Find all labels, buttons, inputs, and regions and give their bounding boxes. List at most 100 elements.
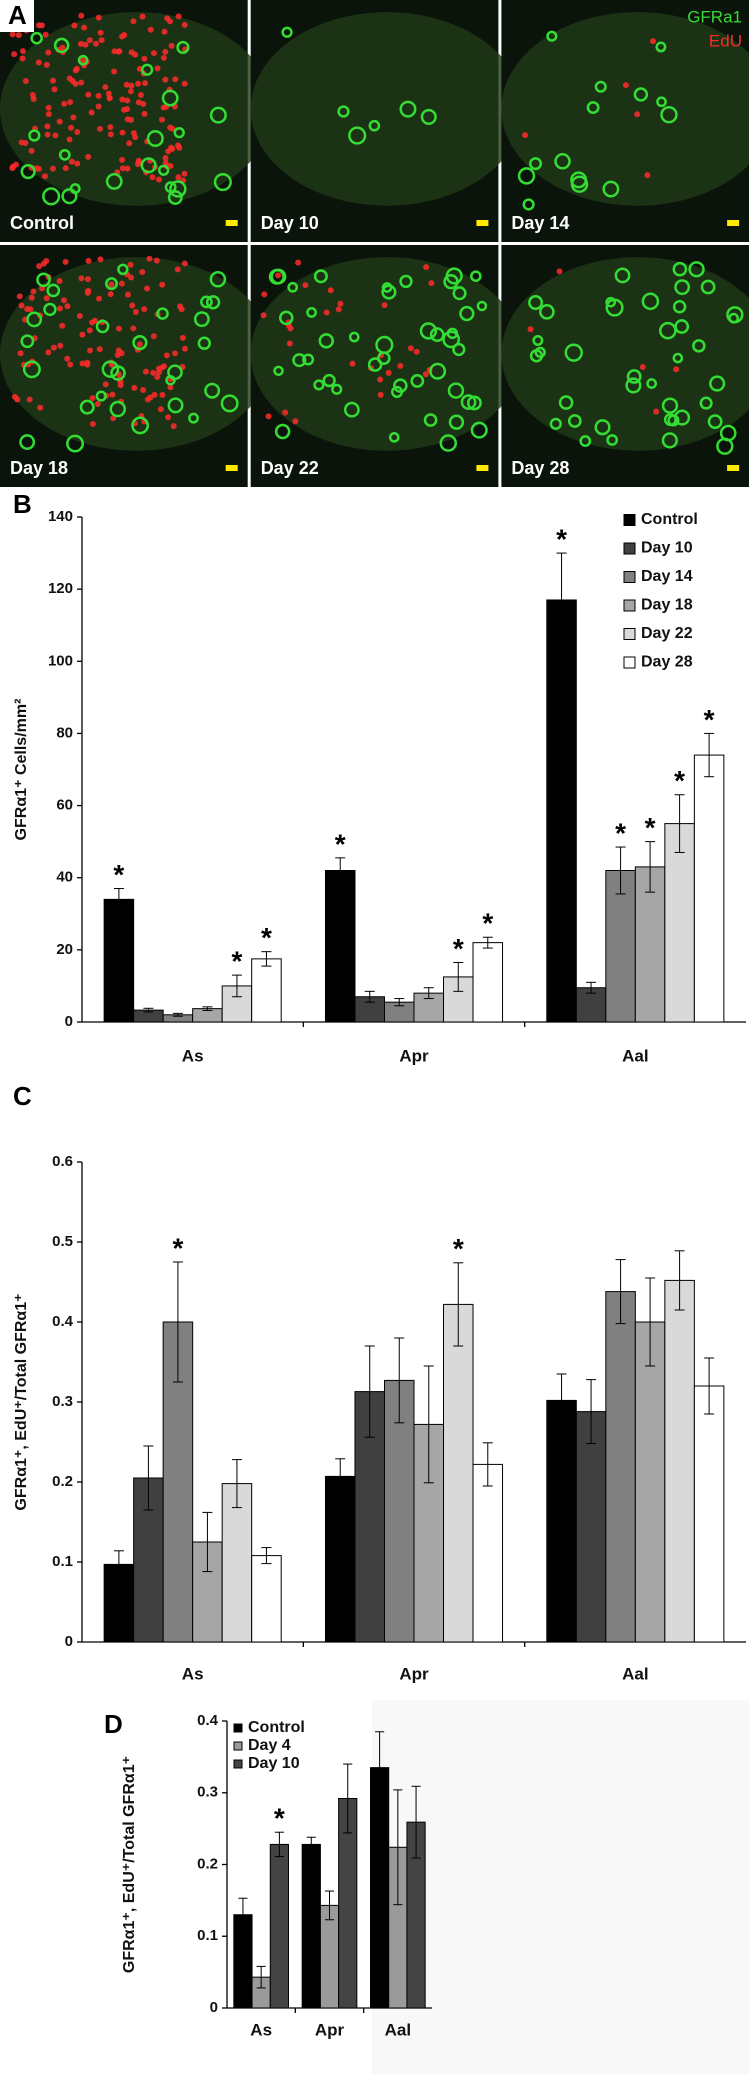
x-tick-label: As xyxy=(182,1664,204,1683)
tile-label: Day 22 xyxy=(261,458,319,478)
edu-cell xyxy=(381,302,388,309)
gfra1-cell xyxy=(318,333,334,349)
edu-cell xyxy=(95,14,102,21)
legend-swatch xyxy=(623,514,636,526)
edu-cell xyxy=(153,257,160,264)
legend-label: Control xyxy=(248,1719,305,1736)
edu-cell xyxy=(109,391,116,398)
y-tick-label: 40 xyxy=(56,869,73,886)
gfra1-cell xyxy=(20,163,36,180)
edu-cell xyxy=(265,413,272,420)
edu-cell xyxy=(71,22,78,29)
gfra1-cell xyxy=(606,434,619,446)
significance-marker: * xyxy=(645,812,656,843)
gfra1-cell xyxy=(443,274,459,290)
gfra1-cell xyxy=(692,339,706,353)
edu-cell xyxy=(43,295,50,302)
gfra1-cell xyxy=(270,268,287,285)
y-tick-label: 140 xyxy=(48,508,73,525)
edu-cell xyxy=(85,153,92,160)
edu-cell xyxy=(123,81,130,88)
gfra1-cell xyxy=(470,421,488,439)
gfra1-cell xyxy=(281,26,293,38)
edu-cell xyxy=(397,362,404,369)
gfra1-cell xyxy=(460,394,477,410)
gfra1-cell xyxy=(594,80,607,93)
edu-cell xyxy=(155,176,162,183)
edu-cell xyxy=(82,41,89,48)
edu-cell xyxy=(165,414,172,421)
edu-cell xyxy=(61,100,68,107)
legend-swatch xyxy=(233,1741,243,1751)
gfra1-cell xyxy=(53,37,70,54)
edu-cell xyxy=(78,79,85,86)
gfra1-cell xyxy=(167,397,184,414)
gfra1-cell xyxy=(579,435,592,447)
edu-cell xyxy=(45,349,52,356)
scale-bar xyxy=(727,465,740,471)
legend-label: Day 4 xyxy=(248,1737,291,1754)
panel-label: A xyxy=(8,0,27,30)
edu-cell xyxy=(56,118,63,125)
y-axis-label: GFRα1⁺, EdU⁺/Total GFRα1⁺ xyxy=(121,1756,138,1973)
tissue-glow xyxy=(501,257,749,451)
gfra1-cell xyxy=(109,400,127,418)
gfra1-cell xyxy=(381,284,397,300)
edu-cell xyxy=(64,355,71,362)
gfra1-cell xyxy=(528,295,544,311)
gfra1-cell xyxy=(61,188,78,205)
gfra1-cell xyxy=(169,180,187,198)
gfra1-cell xyxy=(393,378,408,393)
x-tick-label: Apr xyxy=(399,1046,429,1065)
gfra1-cell xyxy=(452,286,467,301)
gfra1-cell xyxy=(274,423,291,440)
gfra1-cell xyxy=(626,369,642,384)
edu-cell xyxy=(160,104,167,111)
gfra1-cell xyxy=(58,148,71,161)
edu-cell xyxy=(45,49,52,56)
gfra1-cell xyxy=(30,31,43,45)
edu-cell xyxy=(26,396,33,403)
gfra1-cell xyxy=(302,353,315,366)
edu-cell xyxy=(295,259,302,266)
gfra1-cell xyxy=(157,164,170,176)
edu-cell xyxy=(97,256,104,263)
edu-cell xyxy=(175,142,182,149)
edu-cell xyxy=(147,26,154,33)
significance-marker: * xyxy=(172,1232,183,1263)
bar xyxy=(354,1391,385,1643)
edu-cell xyxy=(139,268,146,275)
x-tick-label: Apr xyxy=(399,1664,429,1683)
x-tick-label: Aal xyxy=(622,1046,648,1065)
edu-cell xyxy=(84,289,91,296)
micrograph-tile: Control xyxy=(0,0,273,242)
gfra1-cell xyxy=(447,382,465,399)
bar xyxy=(546,1399,577,1643)
gfra1-cell xyxy=(197,336,211,350)
significance-marker: * xyxy=(113,859,124,890)
edu-cell xyxy=(108,281,115,288)
bar xyxy=(251,958,282,1023)
gfra1-cell xyxy=(205,295,221,310)
tile-label: Day 14 xyxy=(511,213,569,233)
edu-cell xyxy=(130,325,137,332)
edu-cell xyxy=(51,86,58,93)
gfra1-cell xyxy=(292,353,307,368)
gfra1-cell xyxy=(36,272,51,288)
edu-cell xyxy=(162,76,169,83)
gfra1-cell xyxy=(132,334,148,351)
edu-cell xyxy=(170,423,177,430)
edu-cell xyxy=(172,350,179,357)
gfra1-cell xyxy=(674,319,690,334)
edu-cell xyxy=(178,306,185,313)
significance-marker: * xyxy=(231,945,242,976)
gfra1-cell xyxy=(532,335,544,347)
micrograph-tile: Day 22 xyxy=(250,245,524,487)
edu-cell xyxy=(89,395,96,402)
y-tick-label: 0.6 xyxy=(52,1153,73,1170)
y-axis-label: GFRα1⁺ Cells/mm² xyxy=(13,699,30,841)
edu-cell xyxy=(118,350,125,357)
edu-cell xyxy=(522,132,529,139)
bar xyxy=(575,1411,607,1643)
legend-label: Day 18 xyxy=(641,597,693,614)
